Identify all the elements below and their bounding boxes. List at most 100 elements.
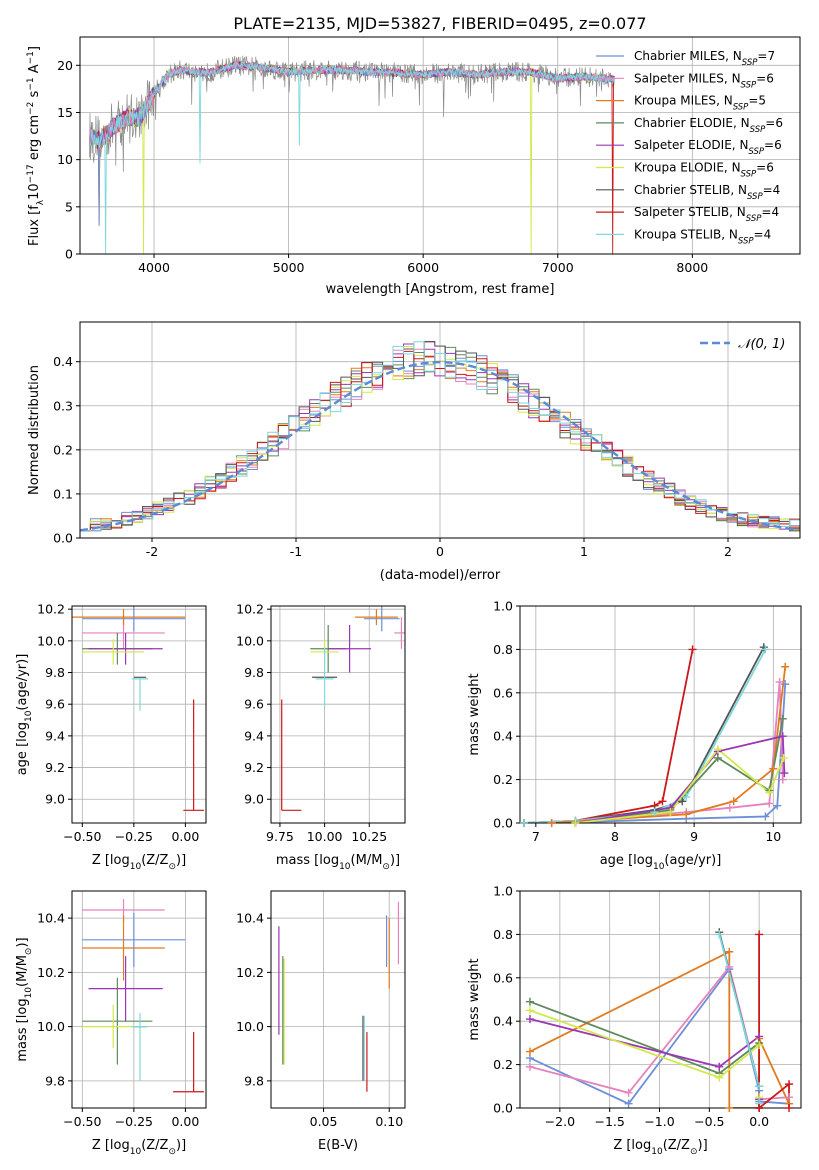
legend-nssp-sub: SSP bbox=[741, 80, 757, 90]
residuals-marks bbox=[80, 341, 800, 532]
legend-sep: , bbox=[721, 227, 729, 241]
y-tick-label: 9.8 bbox=[244, 665, 264, 680]
legend-sep: , bbox=[724, 161, 732, 175]
legend-nssp-sub: SSP bbox=[750, 125, 766, 135]
x-tick-label: 10.25 bbox=[351, 829, 387, 844]
y-tick-label: 10.4 bbox=[236, 911, 264, 926]
legend-nssp-sub: SSP bbox=[746, 214, 762, 224]
legend-label: Salpeter STELIB bbox=[634, 205, 729, 219]
y-tick-label: 9.8 bbox=[244, 1073, 264, 1088]
legend-nssp-sub: SSP bbox=[747, 192, 763, 202]
legend-label: Chabrier STELIB bbox=[634, 183, 730, 197]
x-axis-label-part: age [log bbox=[600, 853, 653, 868]
y-axis-label-part: mass [log bbox=[15, 998, 30, 1061]
weight-marker bbox=[525, 1015, 534, 1024]
x-axis-label-part: (Z/Z bbox=[663, 1138, 690, 1153]
x-tick-label: −0.25 bbox=[115, 1114, 153, 1129]
weight-line-salpeter-miles bbox=[551, 681, 784, 823]
legend-n: 5 bbox=[758, 94, 766, 108]
weight-marker bbox=[778, 775, 787, 784]
weight-marker bbox=[682, 792, 691, 801]
y-tick-label: 10.2 bbox=[236, 602, 264, 617]
y-tick-label: 15 bbox=[57, 105, 73, 120]
y-axis-label-part: A bbox=[27, 64, 42, 77]
x-axis-label-part: 10 bbox=[651, 1147, 663, 1157]
legend-nssp: N bbox=[732, 71, 741, 85]
legend-nssp: N bbox=[738, 183, 747, 197]
y-tick-label: 0 bbox=[65, 247, 73, 262]
y-tick-label: 0.2 bbox=[493, 1057, 513, 1072]
legend-eq: = bbox=[761, 205, 771, 219]
legend-nssp-sub: SSP bbox=[733, 103, 749, 113]
y-axis-label-part: 10 bbox=[27, 183, 42, 200]
legend-entry: Salpeter ELODIE, NSSP=6 bbox=[634, 138, 782, 157]
y-axis-label-part: −1 bbox=[26, 77, 36, 90]
y-tick-label: 0.8 bbox=[493, 642, 513, 657]
weight-marker bbox=[547, 819, 556, 827]
x-axis-label-part: )] bbox=[390, 853, 400, 868]
y-tick-label: 5 bbox=[65, 199, 73, 214]
legend-sep: , bbox=[724, 71, 732, 85]
legend-n: 6 bbox=[774, 138, 782, 152]
weight-marker bbox=[725, 1104, 734, 1112]
legend-nssp-sub: SSP bbox=[741, 170, 757, 180]
weight-marker bbox=[715, 1062, 724, 1071]
hist-salpeter-elodie bbox=[80, 343, 800, 532]
y-axis-label: Flux [fλ10−17 erg cm−2 s−1 A−1] bbox=[26, 46, 46, 246]
y-axis-label-part: −17 bbox=[26, 164, 36, 183]
x-tick-label: 0.00 bbox=[171, 829, 199, 844]
weight-marker bbox=[519, 819, 528, 827]
weight-marker bbox=[624, 1099, 633, 1108]
y-tick-label: 0.4 bbox=[53, 354, 73, 369]
y-tick-label: 9.6 bbox=[244, 697, 264, 712]
hist-salpeter-stelib bbox=[80, 350, 800, 532]
weight-marker bbox=[624, 1088, 633, 1097]
y-tick-label: 0.4 bbox=[493, 729, 513, 744]
x-axis-label-part: (Z/Z bbox=[141, 853, 168, 868]
y-tick-label: 10.0 bbox=[37, 1019, 65, 1034]
legend-nssp: N bbox=[737, 205, 746, 219]
model-line-kroupa-elodie bbox=[88, 60, 615, 254]
y-axis-label-part: s bbox=[27, 90, 42, 101]
mass-vs-Z-grid bbox=[72, 891, 206, 1108]
weight-marker bbox=[755, 1082, 764, 1091]
legend-sep: , bbox=[729, 205, 737, 219]
model-line-salpeter-miles bbox=[88, 60, 615, 150]
y-tick-label: 0.2 bbox=[53, 442, 73, 457]
weight-marker bbox=[650, 808, 659, 817]
y-tick-label: 0.8 bbox=[493, 927, 513, 942]
x-axis-label-part: ⊙ bbox=[690, 1147, 698, 1157]
legend-n: 4 bbox=[773, 183, 781, 197]
legend-entry: Chabrier STELIB, NSSP=4 bbox=[634, 183, 780, 202]
y-tick-label: 20 bbox=[57, 58, 73, 73]
weight-line-chabrier-stelib bbox=[523, 646, 765, 823]
y-axis-label-part: 10 bbox=[24, 987, 34, 999]
weight-marker bbox=[755, 1041, 764, 1050]
y-axis-label-part: erg cm bbox=[27, 115, 42, 164]
legend-eq: = bbox=[763, 183, 773, 197]
legend-eq: = bbox=[754, 227, 764, 241]
x-axis-label-part: )] bbox=[698, 1138, 708, 1153]
weight-marker bbox=[773, 801, 782, 810]
y-axis-label-part: 10 bbox=[24, 710, 34, 722]
y-axis-label: Normed distribution bbox=[27, 365, 42, 495]
weight-marker bbox=[781, 680, 790, 689]
y-tick-label: 9.6 bbox=[45, 697, 65, 712]
y-tick-label: 9.2 bbox=[244, 760, 264, 775]
legend-entry: Chabrier MILES, NSSP=7 bbox=[634, 49, 775, 68]
age-vs-mass-marks bbox=[281, 606, 405, 811]
weight-vs-Z-panel: −2.0 −1.5 −1.0 −0.5 0.0 0.0 0.2 0.4 0.6 0.8 1.0 Z [… bbox=[467, 884, 802, 1157]
x-tick-label: 0 bbox=[436, 544, 444, 559]
legend-entry: Chabrier ELODIE, NSSP=6 bbox=[634, 116, 783, 135]
legend-eq: = bbox=[756, 161, 766, 175]
x-tick-label: 9.75 bbox=[266, 829, 294, 844]
x-tick-label: −0.25 bbox=[115, 829, 153, 844]
weight-marker bbox=[678, 797, 687, 806]
weight-marker bbox=[688, 645, 697, 654]
weight-marker bbox=[785, 1080, 794, 1089]
x-axis-label-part: (age/yr)] bbox=[664, 853, 721, 868]
y-tick-label: 0.3 bbox=[53, 398, 73, 413]
x-tick-label: −0.5 bbox=[694, 1114, 724, 1129]
age-vs-Z-panel: −0.50 −0.25 0.00 9.0 9.2 9.4 9.6 9.8 10.0 10.2 Z [… bbox=[15, 602, 207, 872]
